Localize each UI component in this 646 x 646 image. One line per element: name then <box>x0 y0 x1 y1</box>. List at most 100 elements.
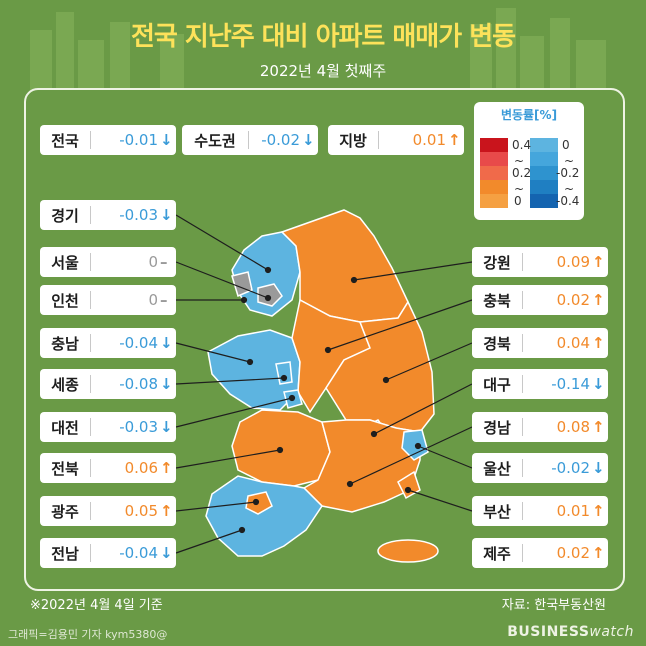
region-name: 전남 <box>51 544 79 563</box>
region-name: 충북 <box>483 291 511 310</box>
region-name: 전북 <box>51 459 79 478</box>
legend-down-label-1: ~ <box>564 154 575 168</box>
region-value: -0.08 <box>119 375 158 393</box>
region-tag-right-4: 경남 0.08 ↑ <box>472 412 608 442</box>
arrow-down-icon: ↓ <box>160 206 173 224</box>
tag-divider <box>522 502 523 520</box>
tag-divider <box>248 131 249 149</box>
arrow-up-icon: ↑ <box>592 253 605 271</box>
arrow-down-icon: ↓ <box>302 131 315 149</box>
brand-logo: BUSINESSwatch <box>507 624 634 640</box>
region-tag-left-1: 서울 0– <box>40 247 176 277</box>
region-value: 0.05 <box>124 502 158 520</box>
region-tag-right-0: 강원 0.09 ↑ <box>472 247 608 277</box>
region-name: 인천 <box>51 291 79 310</box>
region-name: 지방 <box>339 131 367 150</box>
page-subtitle: 2022년 4월 첫째주 <box>259 62 387 80</box>
tag-divider <box>90 375 91 393</box>
tag-divider <box>522 375 523 393</box>
arrow-down-icon: ↓ <box>160 418 173 436</box>
graphic-credit: 그래픽=김용민 기자 kym5380@ <box>8 628 168 641</box>
region-value: 0.08 <box>556 418 590 436</box>
region-tag-summary-0: 전국 -0.01 ↓ <box>40 125 176 155</box>
region-name: 광주 <box>51 502 79 521</box>
legend-down-label-2: -0.2 <box>556 166 580 180</box>
region-tag-left-3: 충남 -0.04 ↓ <box>40 328 176 358</box>
region-name: 대전 <box>51 418 79 437</box>
tag-divider <box>522 253 523 271</box>
region-name: 전국 <box>51 131 79 150</box>
tag-divider <box>522 291 523 309</box>
tag-divider <box>522 418 523 436</box>
region-tag-summary-1: 수도권 -0.02 ↓ <box>182 125 318 155</box>
region-value: 0.09 <box>556 253 590 271</box>
legend-up-label-0: 0.4 <box>512 138 532 152</box>
legend-down-label-3: ~ <box>564 182 575 196</box>
region-tag-left-6: 전북 0.06 ↑ <box>40 453 176 483</box>
region-value: 0.04 <box>556 334 590 352</box>
region-tag-left-2: 인천 0– <box>40 285 176 315</box>
brand-bold: BUSINESS <box>507 624 590 640</box>
region-name: 서울 <box>51 253 79 272</box>
region-value: 0.01 <box>556 502 590 520</box>
region-tag-left-5: 대전 -0.03 ↓ <box>40 412 176 442</box>
legend-swatches <box>480 138 558 208</box>
region-value: -0.02 <box>261 131 300 149</box>
legend-down-label-0: 0 <box>562 138 570 152</box>
date-note: ※2022년 4월 4일 기준 <box>30 598 163 613</box>
region-value: -0.04 <box>119 334 158 352</box>
map-region-gwangju <box>245 491 273 515</box>
tag-divider <box>90 459 91 477</box>
legend-down-label-4: -0.4 <box>556 194 580 208</box>
region-name: 세종 <box>51 375 79 394</box>
brand-light: watch <box>589 624 634 640</box>
tag-divider <box>90 502 91 520</box>
region-name: 제주 <box>483 544 511 563</box>
region-name: 대구 <box>483 375 511 394</box>
region-value: 0 <box>148 253 158 271</box>
arrow-down-icon: ↓ <box>160 544 173 562</box>
map-region-seoul <box>257 283 283 307</box>
tag-divider <box>90 253 91 271</box>
region-name: 부산 <box>483 502 511 521</box>
tag-divider <box>522 334 523 352</box>
region-tag-left-7: 광주 0.05 ↑ <box>40 496 176 526</box>
dash-icon: – <box>160 291 168 309</box>
page-title: 전국 지난주 대비 아파트 매매가 변동 <box>130 22 516 52</box>
legend-up-label-3: ~ <box>514 182 525 196</box>
arrow-up-icon: ↑ <box>592 502 605 520</box>
region-value: 0.01 <box>412 131 446 149</box>
content-panel <box>24 88 625 591</box>
legend: 변동률[%] 0.4 ~ 0.2 ~ 0 0 ~ -0.2 ~ -0.4 <box>474 102 584 220</box>
region-tag-right-7: 제주 0.02 ↑ <box>472 538 608 568</box>
region-value: 0.06 <box>124 459 158 477</box>
arrow-down-icon: ↓ <box>160 334 173 352</box>
region-value: 0.02 <box>556 291 590 309</box>
legend-up-label-1: ~ <box>514 154 525 168</box>
legend-up-label-4: 0 <box>514 194 522 208</box>
arrow-down-icon: ↓ <box>160 131 173 149</box>
tag-divider <box>522 544 523 562</box>
arrow-up-icon: ↑ <box>592 544 605 562</box>
source-note: 자료: 한국부동산원 <box>501 598 606 613</box>
region-value: -0.02 <box>551 459 590 477</box>
region-value: -0.04 <box>119 544 158 562</box>
tag-divider <box>90 544 91 562</box>
region-tag-left-4: 세종 -0.08 ↓ <box>40 369 176 399</box>
tag-divider <box>522 459 523 477</box>
region-name: 경북 <box>483 334 511 353</box>
tag-divider <box>378 131 379 149</box>
region-value: -0.03 <box>119 418 158 436</box>
region-value: 0 <box>148 291 158 309</box>
map-region-gyeongnam <box>302 419 421 513</box>
region-tag-right-3: 대구 -0.14 ↓ <box>472 369 608 399</box>
tag-divider <box>90 334 91 352</box>
tag-divider <box>90 131 91 149</box>
arrow-down-icon: ↓ <box>160 375 173 393</box>
dash-icon: – <box>160 253 168 271</box>
map-region-busan <box>397 470 421 500</box>
map-region-jeju <box>377 539 439 563</box>
region-tag-right-6: 부산 0.01 ↑ <box>472 496 608 526</box>
arrow-up-icon: ↑ <box>592 418 605 436</box>
